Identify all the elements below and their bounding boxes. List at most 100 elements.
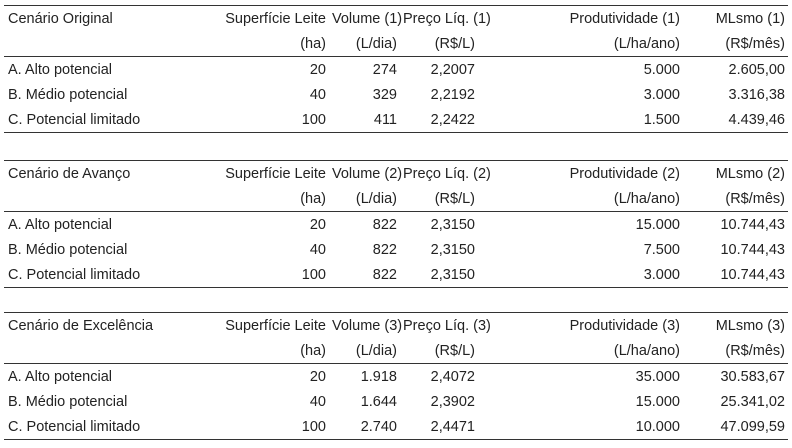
units-row: (ha) (L/dia) (R$/L) (L/ha/ano) (R$/mês) xyxy=(4,338,788,364)
cell xyxy=(4,186,200,212)
units-row: (ha) (L/dia) (R$/L) (L/ha/ano) (R$/mês) xyxy=(4,31,788,57)
cell xyxy=(4,338,200,364)
cell: 3.000 xyxy=(478,262,683,288)
cell: (ha) xyxy=(200,186,329,212)
cell: Preço Líq. (3) xyxy=(400,312,491,338)
cell: 100 xyxy=(200,262,329,288)
cell: 15.000 xyxy=(635,393,680,410)
cell: 2,3150 xyxy=(430,216,475,233)
cell: A. Alto potencial xyxy=(8,61,112,78)
cell: (L/dia) xyxy=(329,338,400,364)
cell: (R$/mês) xyxy=(683,186,788,212)
cell: MLsmo (3) xyxy=(683,312,788,338)
cell: Preço Líq. (2) xyxy=(400,160,491,186)
cell: C. Potencial limitado xyxy=(4,414,200,440)
cell: MLsmo (2) xyxy=(683,160,788,186)
cell: 2,3902 xyxy=(430,393,475,410)
cell: B. Médio potencial xyxy=(8,86,128,103)
cell: 2,2422 xyxy=(400,107,478,133)
cell: 15.000 xyxy=(635,216,680,233)
cell: 2,3150 xyxy=(430,241,475,258)
cell: Produtividade (1) xyxy=(478,5,683,31)
cell: 3.000 xyxy=(643,86,680,103)
cell: 329 xyxy=(372,86,397,103)
cell: A. Alto potencial xyxy=(8,216,112,233)
cell: (L/ha/ano) xyxy=(478,31,683,57)
data-row: A. Alto potencial 20 822 2,3150 15.000 10.744… xyxy=(4,212,788,238)
cell: 40 xyxy=(309,393,326,410)
cell: Superfície Leite xyxy=(200,5,329,31)
cell: 100 xyxy=(200,107,329,133)
cell: (R$/mês) xyxy=(683,338,788,364)
data-row: A. Alto potencial 20 1.918 2,4072 35.000 30.5… xyxy=(4,364,788,390)
cell: 1.644 xyxy=(360,393,397,410)
cell: (L/dia) xyxy=(329,31,400,57)
cell: 30.583,67 xyxy=(720,368,785,385)
cell: 40 xyxy=(309,86,326,103)
cell: Volume (2) xyxy=(329,160,402,186)
cell: Cenário de Avanço xyxy=(4,160,200,186)
cell: 2,4072 xyxy=(430,368,475,385)
table-body: Cenário de Excelência Superfície Leite Vol… xyxy=(4,312,788,440)
cell: Preço Líq. (1) xyxy=(400,5,491,31)
cell: 100 xyxy=(200,414,329,440)
cell: MLsmo (1) xyxy=(683,5,788,31)
header-row: Cenário Original Superfície Leite Volume (… xyxy=(4,5,788,31)
cell: C. Potencial limitado xyxy=(4,262,200,288)
cell: (R$/L) xyxy=(400,31,478,57)
cell: 25.341,02 xyxy=(720,393,785,410)
cell: 3.316,38 xyxy=(728,86,785,103)
cell: 2,2007 xyxy=(430,61,475,78)
cell xyxy=(4,31,200,57)
cell: 10.744,43 xyxy=(720,241,785,258)
cell: 40 xyxy=(309,241,326,258)
cell: 2.740 xyxy=(329,414,400,440)
cell: C. Potencial limitado xyxy=(4,107,200,133)
data-row: B. Médio potencial 40 1.644 2,3902 15.000 25.… xyxy=(4,389,788,414)
cell: Cenário de Excelência xyxy=(4,312,200,338)
cell: (ha) xyxy=(200,338,329,364)
cell: 2.605,00 xyxy=(728,61,785,78)
cell: (R$/mês) xyxy=(683,31,788,57)
cell: A. Alto potencial xyxy=(8,368,112,385)
cell: (L/ha/ano) xyxy=(478,186,683,212)
cell: Superfície Leite xyxy=(200,312,329,338)
data-row: B. Médio potencial 40 329 2,2192 3.000 3.316,… xyxy=(4,82,788,107)
cell: 2,3150 xyxy=(400,262,478,288)
cell: 2,4471 xyxy=(400,414,478,440)
table-body: Cenário Original Superfície Leite Volume (… xyxy=(4,5,788,133)
cell: Produtividade (3) xyxy=(478,312,683,338)
cell: 20 xyxy=(309,61,326,78)
cell: 822 xyxy=(372,241,397,258)
cell: (R$/L) xyxy=(400,338,478,364)
cell: (L/ha/ano) xyxy=(478,338,683,364)
data-row: C. Potencial limitado 100 822 2,3150 3.000 10… xyxy=(4,262,788,288)
cell: 10.000 xyxy=(478,414,683,440)
cell: 10.744,43 xyxy=(683,262,788,288)
cell: 411 xyxy=(329,107,400,133)
cell: 2,2192 xyxy=(430,86,475,103)
units-row: (ha) (L/dia) (R$/L) (L/ha/ano) (R$/mês) xyxy=(4,186,788,212)
cell: 4.439,46 xyxy=(683,107,788,133)
scenario-table: Cenário de Avanço Superfície Leite Volume … xyxy=(4,160,788,288)
cell: Volume (1) xyxy=(329,5,402,31)
data-row: A. Alto potencial 20 274 2,2007 5.000 2.605,0… xyxy=(4,57,788,83)
cell: B. Médio potencial xyxy=(8,393,128,410)
table-body: Cenário de Avanço Superfície Leite Volume … xyxy=(4,160,788,288)
cell: 1.500 xyxy=(478,107,683,133)
cell: 20 xyxy=(309,216,326,233)
cell: 7.500 xyxy=(643,241,680,258)
cell: Cenário Original xyxy=(4,5,200,31)
cell: 35.000 xyxy=(635,368,680,385)
cell: 47.099,59 xyxy=(683,414,788,440)
cell: 274 xyxy=(372,61,397,78)
data-row: C. Potencial limitado 100 2.740 2,4471 10.00… xyxy=(4,414,788,440)
data-row: C. Potencial limitado 100 411 2,2422 1.500 4.… xyxy=(4,107,788,133)
header-row: Cenário de Excelência Superfície Leite Vol… xyxy=(4,312,788,338)
header-row: Cenário de Avanço Superfície Leite Volume … xyxy=(4,160,788,186)
cell: (L/dia) xyxy=(329,186,400,212)
scenario-table: Cenário de Excelência Superfície Leite Vol… xyxy=(4,312,788,440)
cell: 822 xyxy=(372,216,397,233)
cell: (R$/L) xyxy=(400,186,478,212)
